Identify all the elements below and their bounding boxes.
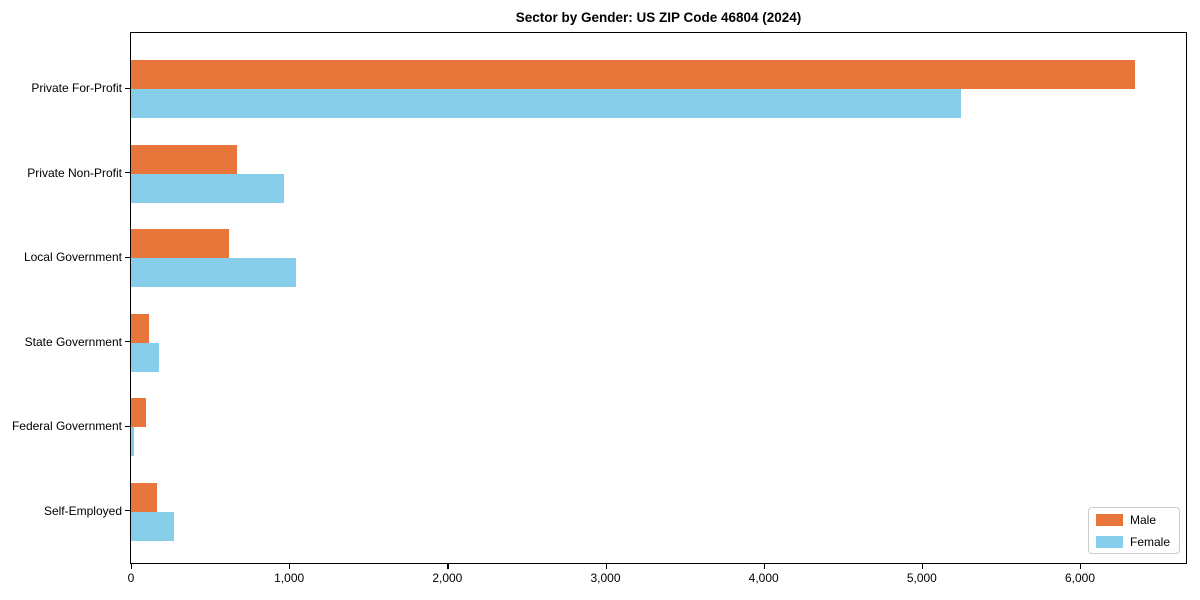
plot-area [130,32,1187,564]
legend-entry-male: Male [1096,514,1172,526]
xtick-mark-4 [763,564,765,569]
bar-female-3 [131,342,159,372]
ytick-mark-4 [125,425,130,427]
bar-female-0 [131,89,962,118]
xtick-label-5: 5,000 [906,571,937,585]
bar-female-1 [131,173,284,203]
xtick-mark-6 [1080,564,1082,569]
bar-female-2 [131,258,297,287]
xtick-label-4: 4,000 [748,571,779,585]
bar-male-0 [131,60,1136,89]
ytick-label-5: Self-Employed [43,503,122,518]
ytick-mark-2 [125,256,130,258]
bar-male-4 [131,398,147,427]
ytick-label-4: Federal Government [11,419,122,433]
ytick-mark-1 [125,172,130,174]
ytick-mark-0 [125,87,130,89]
xtick-label-1: 1,000 [274,571,305,585]
male-color-swatch [1096,514,1123,526]
legend-label-male: Male [1130,513,1157,527]
xtick-label-3: 3,000 [590,571,621,585]
ytick-label-2: Local Government [23,250,122,264]
legend: Male Female [1088,507,1180,554]
xtick-mark-3 [605,564,607,569]
bar-male-5 [131,482,158,512]
bar-female-5 [131,511,174,541]
bar-male-2 [131,229,230,258]
xtick-label-0: 0 [127,571,135,585]
xtick-mark-1 [289,564,291,569]
bar-female-4 [131,427,135,456]
ytick-mark-5 [125,510,130,512]
xtick-mark-5 [921,564,924,569]
xtick-label-2: 2,000 [432,571,463,585]
xtick-mark-2 [447,564,449,569]
legend-label-female: Female [1130,535,1171,549]
chart-title: Sector by Gender: US ZIP Code 46804 (202… [515,10,802,25]
ytick-label-0: Private For-Profit [31,81,122,95]
xtick-label-6: 6,000 [1064,571,1096,585]
female-color-swatch [1096,536,1123,548]
bar-male-3 [131,313,150,343]
ytick-mark-3 [125,341,130,343]
xtick-mark-0 [131,564,133,569]
legend-entry-female: Female [1096,536,1172,548]
bar-male-1 [131,144,237,174]
ytick-label-1: Private Non-Profit [27,165,122,180]
ytick-label-3: State Government [24,334,122,349]
